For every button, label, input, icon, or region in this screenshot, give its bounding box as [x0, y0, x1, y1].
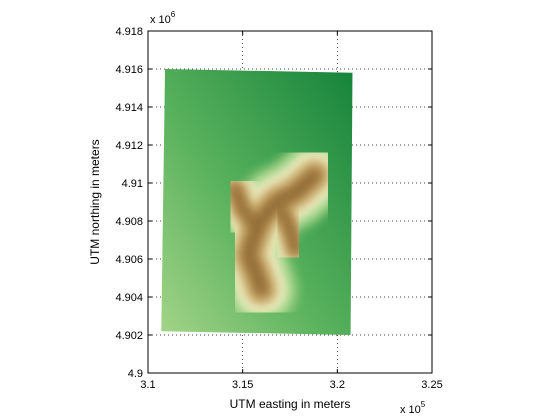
- y-tick-label: 4.918: [115, 26, 143, 38]
- y-tick-label: 4.908: [115, 216, 143, 228]
- y-tick-label: 4.912: [115, 140, 143, 152]
- y-tick-label: 4.904: [115, 292, 143, 304]
- y-exponent: 6: [171, 10, 176, 19]
- x-tick-label: 3.1: [140, 379, 155, 391]
- y-exponent-label: x 106: [150, 10, 176, 26]
- x-tick-label: 3.15: [232, 379, 253, 391]
- axes-border: [147, 30, 433, 374]
- y-tick-label: 4.914: [115, 102, 143, 114]
- ridge-contour: [243, 170, 320, 294]
- axis-ticks: [147, 30, 433, 374]
- ridge-contour: [277, 206, 300, 253]
- x-exponent-label: x 105: [400, 400, 426, 416]
- y-axis-label: UTM northing in meters: [88, 139, 102, 264]
- x-exponent: 5: [421, 400, 426, 409]
- x-tick-label: 3.2: [330, 379, 345, 391]
- x-tick-label: 3.25: [421, 379, 442, 391]
- terrain-surface: [161, 69, 353, 335]
- ridge-contour: [231, 185, 260, 229]
- y-tick-label: 4.91: [122, 178, 143, 190]
- y-tick-label: 4.9: [128, 368, 143, 380]
- x-tick-labels: 3.1 3.15 3.2 3.25: [140, 379, 442, 391]
- x-axis-label: UTM easting in meters: [230, 397, 351, 411]
- y-tick-label: 4.902: [115, 330, 143, 342]
- y-tick-label: 4.916: [115, 64, 143, 76]
- y-tick-labels: 4.9 4.902 4.904 4.906 4.908 4.91 4.912 4.914 4.9…: [115, 26, 143, 380]
- y-tick-label: 4.906: [115, 254, 143, 266]
